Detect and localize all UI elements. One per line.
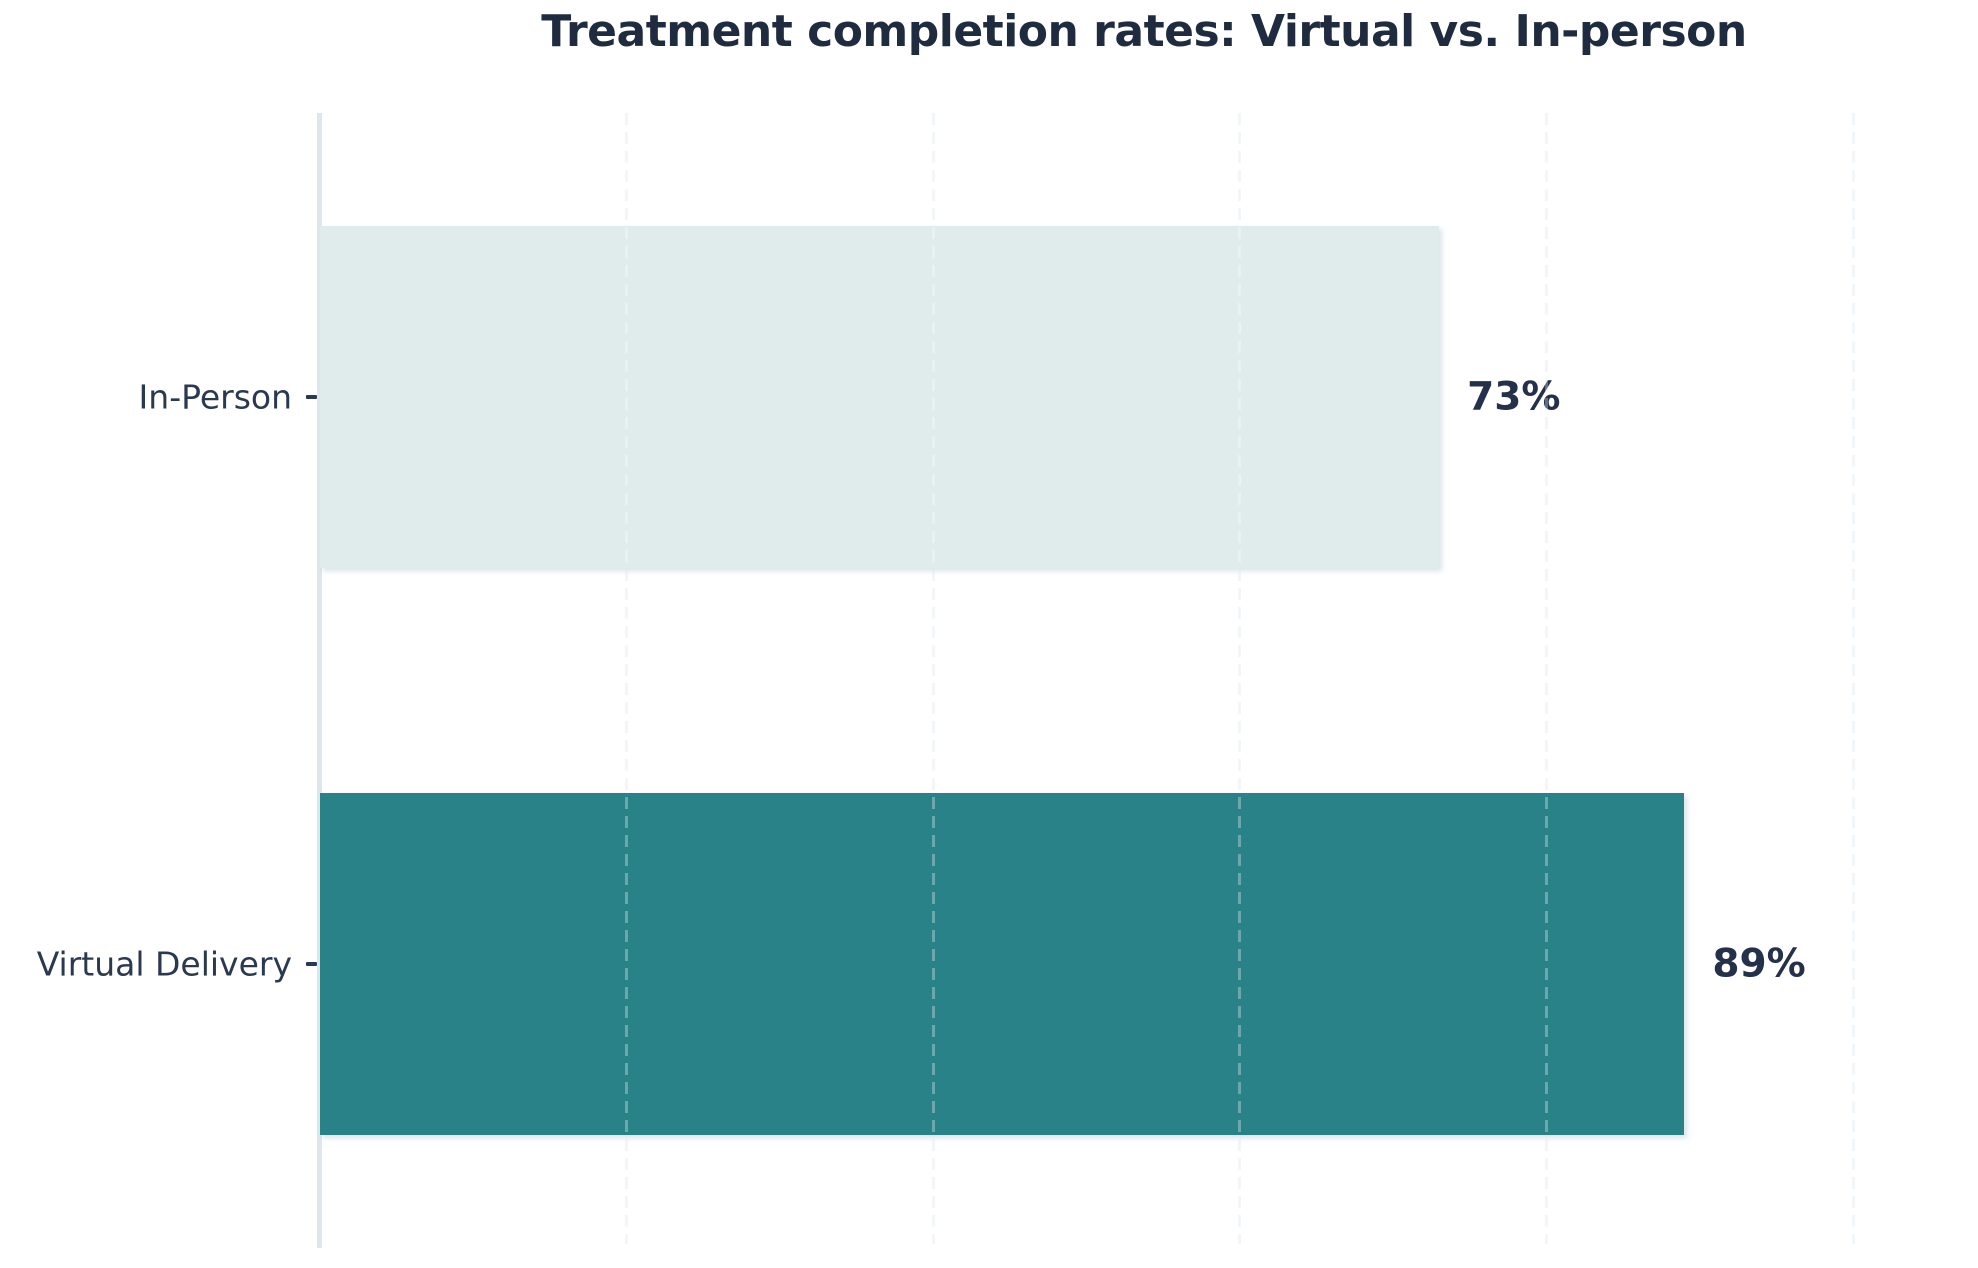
bar-in-person [320, 226, 1440, 568]
y-axis-tick [306, 395, 317, 399]
plot-area: 73% 89% [317, 113, 1978, 1248]
bars-layer: 73% 89% [320, 113, 1978, 1248]
value-label-in-person: 73% [1467, 374, 1561, 420]
y-axis-line [317, 113, 322, 1248]
category-label-in-person: In-Person [138, 377, 292, 417]
y-axis-tick [306, 962, 317, 966]
bar-row: 73% [320, 226, 1978, 568]
bar-virtual-delivery [320, 793, 1685, 1135]
category-label-virtual-delivery: Virtual Delivery [36, 944, 292, 984]
value-label-virtual-delivery: 89% [1712, 941, 1806, 987]
chart-title: Treatment completion rates: Virtual vs. … [541, 6, 1747, 57]
bar-row: 89% [320, 793, 1978, 1135]
